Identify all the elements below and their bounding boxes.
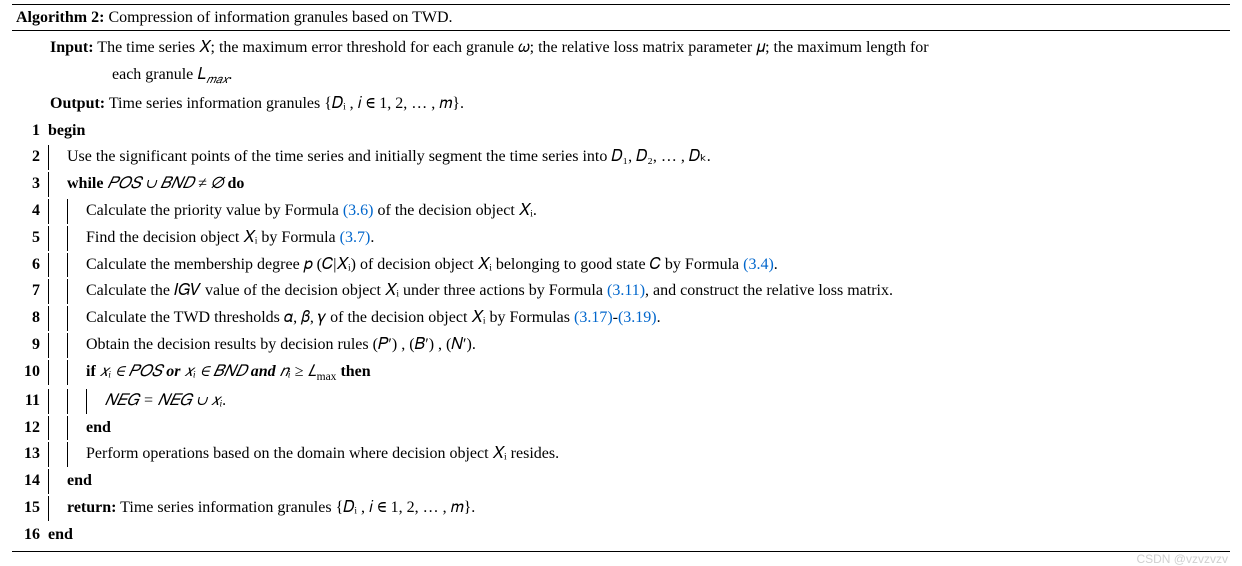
line-pre: Calculate the TWD thresholds 𝛼, 𝛽, 𝛾 of … [86, 309, 574, 326]
return-text: Time series information granules [116, 499, 335, 516]
code-line: 14 end [12, 468, 1230, 495]
ref-link[interactable]: (3.7) [340, 229, 371, 246]
cond-b: 𝑥ᵢ ∈ 𝐵𝑁𝐷 [181, 363, 251, 380]
ref-link[interactable]: (3.4) [743, 256, 774, 273]
line-post: , and construct the relative loss matrix… [645, 282, 893, 299]
line-pre: Calculate the membership degree 𝑝 (𝐶|𝑋ᵢ)… [86, 256, 743, 273]
line-text: Obtain the decision results by decision … [86, 333, 1230, 358]
algorithm-title-row: Algorithm 2: Compression of information … [12, 5, 1230, 31]
line-number: 12 [12, 416, 48, 441]
code-line: 15 return: Time series information granu… [12, 495, 1230, 522]
line-number: 7 [12, 279, 48, 304]
kw-or: or [166, 363, 180, 380]
line-number: 3 [12, 172, 48, 197]
cond-sub: max [317, 371, 337, 383]
line-number: 10 [12, 360, 48, 385]
return-set: {𝐷ᵢ , 𝑖 ∈ 1, 2, … , 𝑚} [336, 499, 472, 516]
line-number: 2 [12, 145, 48, 170]
input-label: Input: [50, 39, 94, 56]
ref-link[interactable]: (3.11) [607, 282, 645, 299]
output-row: Output: Time series information granules… [12, 91, 1230, 118]
line-number: 9 [12, 333, 48, 358]
kw-end: end [67, 472, 92, 489]
code-line: 2 Use the significant points of the time… [12, 144, 1230, 171]
code-line: 5 Find the decision object 𝑋ᵢ by Formula… [12, 225, 1230, 252]
code-line: 3 while 𝑃𝑂𝑆 ∪ 𝐵𝑁𝐷 ≠ ∅ do [12, 171, 1230, 198]
output-text: Time series information granules [109, 95, 324, 112]
kw-and: and [251, 363, 276, 380]
line-number: 16 [12, 523, 48, 548]
kw-if: if [86, 363, 96, 380]
kw-end: end [86, 419, 111, 436]
kw-end: end [48, 526, 73, 543]
line-post: of the decision object 𝑋ᵢ. [373, 202, 536, 219]
code-line: 8 Calculate the TWD thresholds 𝛼, 𝛽, 𝛾 o… [12, 305, 1230, 332]
code-line: 13 Perform operations based on the domai… [12, 441, 1230, 468]
kw-then: then [340, 363, 370, 380]
code-line: 1 begin [12, 118, 1230, 145]
line-pre: Calculate the 𝐼𝐺𝑉 value of the decision … [86, 282, 607, 299]
input-text-2: each granule 𝐿 [112, 66, 206, 83]
cond-c: 𝑛ᵢ ≥ 𝐿 [276, 363, 317, 380]
output-set: {𝐷ᵢ , 𝑖 ∈ 1, 2, … , 𝑚} [324, 95, 460, 112]
input-row: Input: The time series 𝑋; the maximum er… [12, 35, 1230, 62]
line-post: . [774, 256, 778, 273]
line-post: . [370, 229, 374, 246]
line-pre: Find the decision object 𝑋ᵢ by Formula [86, 229, 340, 246]
line-text: 𝑁𝐸𝐺 = 𝑁𝐸𝐺 ∪ 𝑥ᵢ. [105, 389, 1230, 414]
line-number: 14 [12, 469, 48, 494]
line-text: Use the significant points of the time s… [67, 145, 1230, 170]
algorithm-number: Algorithm 2: [16, 9, 104, 26]
line-pre: Calculate the priority value by Formula [86, 202, 343, 219]
code-line: 4 Calculate the priority value by Formul… [12, 198, 1230, 225]
line-number: 1 [12, 119, 48, 144]
output-end: . [460, 95, 464, 112]
ref-link[interactable]: (3.19) [618, 309, 657, 326]
output-label: Output: [50, 95, 105, 112]
line-number: 15 [12, 496, 48, 521]
input-sub: 𝑚𝑎𝑥 [206, 74, 228, 86]
input-row-cont: each granule 𝐿𝑚𝑎𝑥. [12, 62, 1230, 91]
code-line: 7 Calculate the 𝐼𝐺𝑉 value of the decisio… [12, 278, 1230, 305]
ref-link[interactable]: (3.6) [343, 202, 374, 219]
kw-return: return: [67, 499, 116, 516]
code-line: 9 Obtain the decision results by decisio… [12, 332, 1230, 359]
cond-a: 𝑥ᵢ ∈ 𝑃𝑂𝑆 [96, 363, 167, 380]
input-text-1: The time series 𝑋; the maximum error thr… [97, 39, 928, 56]
code-line: 11 𝑁𝐸𝐺 = 𝑁𝐸𝐺 ∪ 𝑥ᵢ. [12, 388, 1230, 415]
code-line: 6 Calculate the membership degree 𝑝 (𝐶|𝑋… [12, 252, 1230, 279]
line-post: . [657, 309, 661, 326]
line-text: Perform operations based on the domain w… [86, 442, 1230, 467]
algorithm-body: Input: The time series 𝑋; the maximum er… [12, 31, 1230, 552]
kw-do: do [227, 175, 244, 192]
line-number: 13 [12, 442, 48, 467]
watermark: CSDN @vzvzvzv [1136, 552, 1228, 566]
while-cond: 𝑃𝑂𝑆 ∪ 𝐵𝑁𝐷 ≠ ∅ [103, 175, 227, 192]
algorithm-block: Algorithm 2: Compression of information … [12, 4, 1230, 552]
code-line: 12 end [12, 415, 1230, 442]
return-end: . [471, 499, 475, 516]
line-number: 11 [12, 389, 48, 414]
line-number: 8 [12, 306, 48, 331]
algorithm-title: Compression of information granules base… [108, 9, 452, 26]
line-number: 4 [12, 199, 48, 224]
kw-begin: begin [48, 122, 85, 139]
ref-link[interactable]: (3.17) [574, 309, 613, 326]
line-number: 6 [12, 253, 48, 278]
kw-while: while [67, 175, 103, 192]
input-text-2-end: . [228, 66, 232, 83]
code-line: 10 if 𝑥ᵢ ∈ 𝑃𝑂𝑆 or 𝑥ᵢ ∈ 𝐵𝑁𝐷 and 𝑛ᵢ ≥ 𝐿max… [12, 359, 1230, 388]
line-number: 5 [12, 226, 48, 251]
